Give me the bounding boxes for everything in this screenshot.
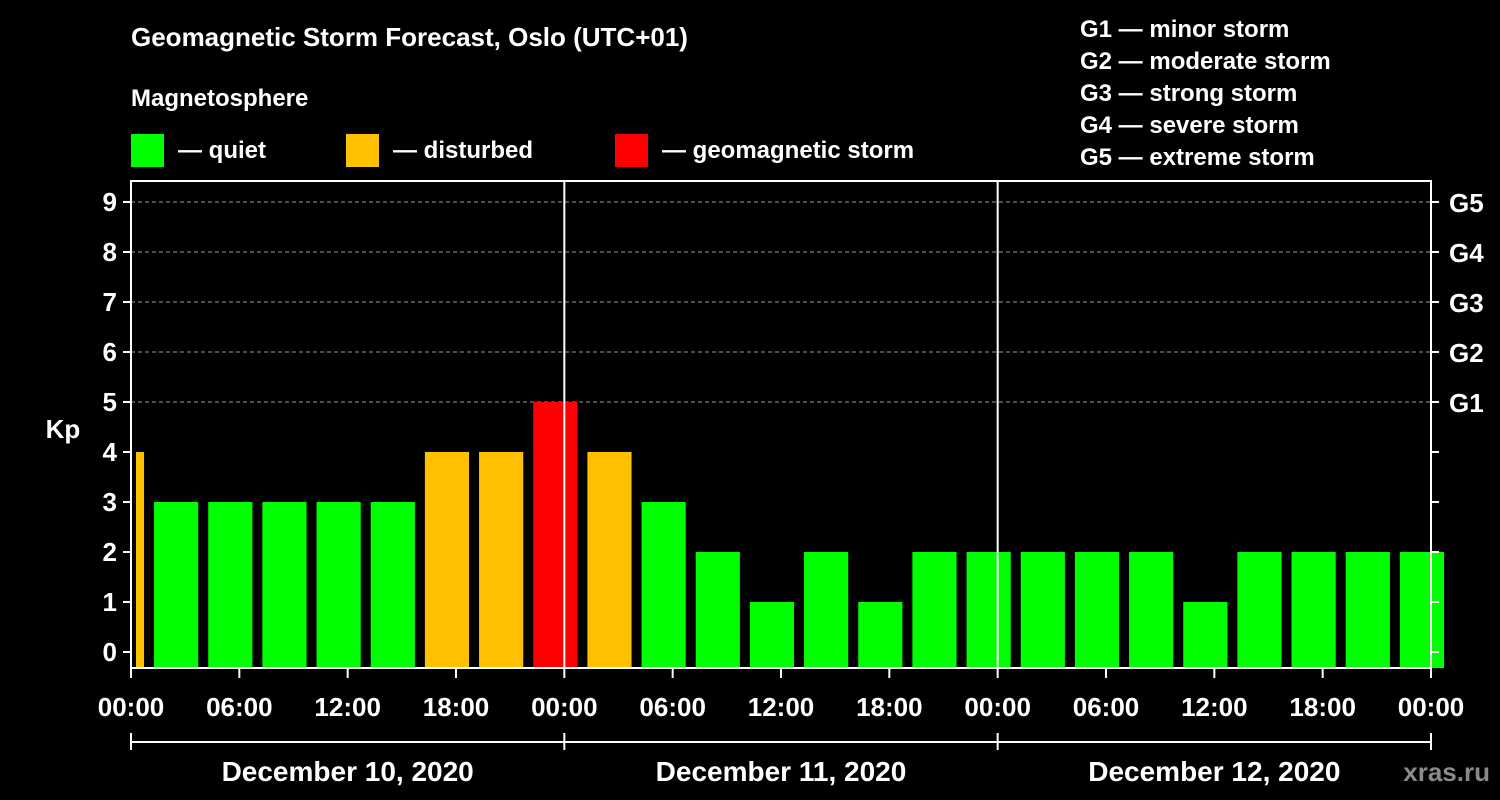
y-tick-label: 5 [103,387,117,417]
storm-scale-g3: G3 — strong storm [1080,80,1298,107]
day-label: December 10, 2020 [222,756,474,787]
legend-label-storm: — geomagnetic storm [662,136,915,164]
legend-label-quiet: — quiet [178,136,266,164]
legend-item-quiet: — quiet [131,134,266,167]
kp-bar [136,452,145,668]
kp-bar [1020,552,1065,668]
storm-scale-g1: G1 — minor storm [1080,16,1290,43]
x-tick-label: 00:00 [531,692,598,722]
x-tick-label: 06:00 [1073,692,1140,722]
day-label: December 11, 2020 [656,756,907,787]
y-tick-label: 6 [103,337,117,367]
kp-bar [262,502,307,668]
kp-bar [749,602,795,668]
x-tick-label: 12:00 [1181,692,1248,722]
kp-bar [208,502,253,668]
y-tick-label: 3 [103,487,117,517]
storm-level-label: G1 [1449,388,1484,418]
legend-item-storm: — geomagnetic storm [615,134,914,167]
y-tick-label: 7 [103,287,117,317]
legend-item-disturbed: — disturbed [346,134,533,167]
kp-bar [1291,552,1336,668]
kp-bar [1183,602,1228,668]
kp-bar [695,552,740,668]
storm-level-label: G4 [1449,238,1484,268]
storm-level-label: G3 [1449,288,1484,318]
kp-bar [1129,552,1174,668]
kp-bar [316,502,361,668]
storm-level-label: G2 [1449,338,1484,368]
kp-bar [1345,552,1390,668]
kp-bar [912,552,957,668]
kp-bar [804,552,849,668]
storm-scale-list: G1 — minor storm G2 — moderate storm G3 … [1080,14,1331,174]
storm-scale-g4: G4 — severe storm [1080,112,1299,139]
kp-bar [858,602,903,668]
y-tick-label: 8 [103,237,117,267]
kp-bar [1399,552,1445,668]
x-tick-label: 00:00 [98,692,165,722]
x-tick-label: 18:00 [423,692,490,722]
x-tick-label: 18:00 [856,692,923,722]
kp-bar [479,452,524,668]
legend-label-disturbed: — disturbed [393,136,534,164]
x-tick-label: 06:00 [206,692,273,722]
legend-heading: Magnetosphere [131,85,309,112]
kp-bar [154,502,199,668]
x-tick-label: 00:00 [1398,692,1465,722]
storm-scale-g5: G5 — extreme storm [1080,144,1315,171]
x-tick-label: 00:00 [964,692,1031,722]
x-tick-label: 06:00 [639,692,706,722]
x-tick-label: 18:00 [1289,692,1356,722]
kp-bar [587,452,632,668]
kp-bar [370,502,415,668]
chart-title: Geomagnetic Storm Forecast, Oslo (UTC+01… [131,22,688,52]
day-label: December 12, 2020 [1088,756,1340,787]
y-tick-label: 1 [103,587,117,617]
y-tick-label: 4 [103,437,118,467]
storm-scale-g2: G2 — moderate storm [1080,48,1331,75]
storm-swatch [615,134,648,167]
quiet-swatch [131,134,164,167]
y-tick-label: 9 [103,187,117,217]
storm-level-label: G5 [1449,188,1484,218]
x-tick-label: 12:00 [748,692,815,722]
kp-bar [641,502,686,668]
kp-bar [424,452,470,668]
watermark: xras.ru [1403,757,1490,787]
y-axis-label: Kp [46,414,81,444]
kp-bar [533,402,578,668]
y-tick-label: 2 [103,537,117,567]
disturbed-swatch [346,134,379,167]
kp-bar [1237,552,1282,668]
y-tick-label: 0 [103,637,117,667]
kp-bar [966,552,1011,668]
kp-bar [1074,552,1120,668]
x-tick-label: 12:00 [314,692,381,722]
